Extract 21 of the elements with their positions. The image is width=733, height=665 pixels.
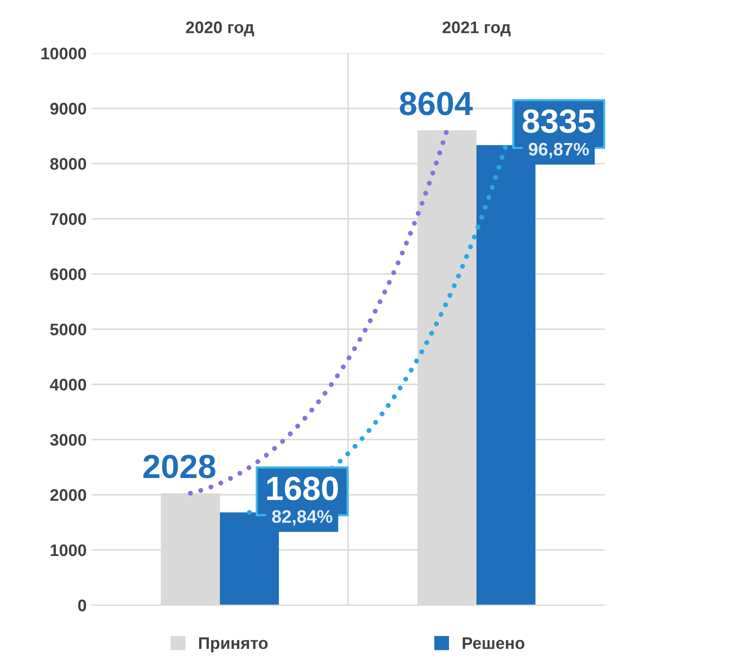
y-tick-label: 2000 <box>50 489 86 501</box>
annotation: 96,87% <box>528 142 589 158</box>
y-tick-label: 1000 <box>50 544 86 556</box>
y-tick-label: 9000 <box>50 102 86 115</box>
y-tick-label: 4000 <box>50 378 86 391</box>
y-tick-label: 5000 <box>50 324 86 336</box>
data-label: 8604 <box>400 92 473 116</box>
y-tick-label: 8000 <box>50 158 86 170</box>
x-tick-label: 2021 год <box>442 21 511 36</box>
y-tick-label: 0 <box>78 600 86 612</box>
legend-label: Решено <box>462 637 524 650</box>
data-label: 2028 <box>143 454 216 478</box>
annotation: 82,84% <box>272 510 332 526</box>
y-tick-label: 10000 <box>41 48 86 60</box>
y-tick-label: 7000 <box>50 213 86 225</box>
y-tick-label: 6000 <box>50 268 86 280</box>
data-label: 8335 <box>522 109 595 133</box>
y-tick-label: 3000 <box>50 434 86 446</box>
data-label: 1680 <box>267 476 338 500</box>
x-tick-label: 2020 год <box>186 21 254 36</box>
legend-label: Принято <box>199 637 268 652</box>
